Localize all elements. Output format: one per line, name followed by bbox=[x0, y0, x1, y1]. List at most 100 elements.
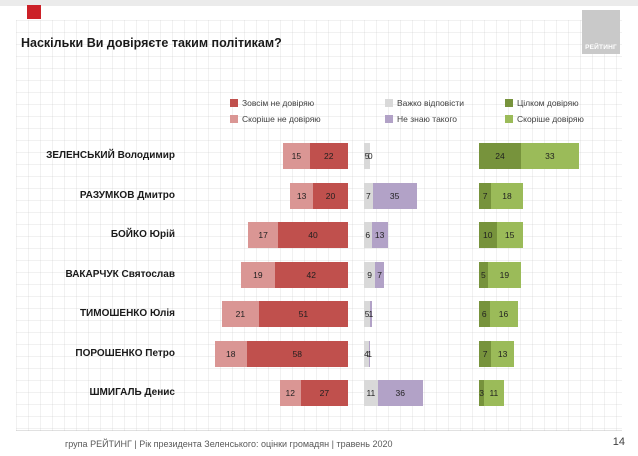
bar-segment: 35 bbox=[372, 182, 417, 209]
legend-label: Зовсім не довіряю bbox=[242, 98, 315, 108]
legend-item: Зовсім не довіряю bbox=[230, 98, 314, 108]
bar-stack: 11 36 bbox=[364, 380, 423, 406]
bar-segment: 15 bbox=[283, 143, 310, 169]
bar-value-label: 19 bbox=[253, 269, 263, 280]
bar-value-label: 42 bbox=[306, 269, 316, 280]
bar-value-label: 7 bbox=[482, 348, 488, 359]
bar-value-label: 13 bbox=[497, 348, 508, 359]
bar-value-label: 3 bbox=[479, 388, 484, 398]
legend-swatch-totally-distrust bbox=[230, 99, 238, 107]
bar-segment: 15 bbox=[496, 222, 523, 248]
bar-value-label: 18 bbox=[226, 348, 236, 359]
bar-stack: 5 19 bbox=[479, 261, 521, 288]
bar-value-label: 6 bbox=[365, 230, 371, 240]
legend-item: Скоріше не довіряю bbox=[230, 114, 321, 124]
bar-segment: 6 bbox=[364, 222, 372, 248]
legend-item: Скоріше довіряю bbox=[505, 114, 584, 124]
bar-stack: 7 35 bbox=[364, 182, 417, 209]
legend-swatch-rather-distrust bbox=[230, 115, 238, 123]
bar-stack: 6 16 bbox=[479, 301, 518, 327]
bar-segment: 7 bbox=[479, 182, 492, 209]
bar-segment: 9 bbox=[364, 261, 376, 288]
legend-label: Цілком довіряю bbox=[517, 98, 579, 108]
legend-item: Не знаю такого bbox=[385, 114, 457, 124]
bar-stack: 24 33 bbox=[479, 143, 579, 169]
legend-swatch-fully-trust bbox=[505, 99, 513, 107]
bar-segment: 11 bbox=[364, 380, 378, 406]
row-label: БОЙКО Юрій bbox=[110, 229, 175, 240]
bar-value-label: 4 bbox=[364, 348, 369, 359]
bar-stack: 13 20 bbox=[290, 182, 348, 209]
legend-label: Важко відповісти bbox=[397, 98, 464, 108]
bar-segment: 33 bbox=[521, 143, 579, 169]
footer-caption: група РЕЙТИНГ | Рік президента Зеленсько… bbox=[65, 439, 393, 449]
bar-stack: 6 13 bbox=[364, 222, 388, 248]
legend-label: Не знаю такого bbox=[397, 114, 457, 124]
bar-value-label: 7 bbox=[377, 269, 382, 280]
bar-value-label: 51 bbox=[298, 309, 309, 319]
bar-value-label: 33 bbox=[545, 151, 555, 161]
legend-item: Цілком довіряю bbox=[505, 98, 579, 108]
bar-segment: 18 bbox=[215, 340, 247, 367]
bar-value-label: 7 bbox=[366, 190, 371, 201]
bar-value-label: 5 bbox=[364, 309, 370, 319]
page-title: Наскільки Ви довіряєте таким політикам? bbox=[21, 36, 282, 50]
bar-value-label: 11 bbox=[489, 388, 499, 398]
bar-value-label: 27 bbox=[319, 388, 330, 398]
bar-segment: 11 bbox=[484, 380, 504, 406]
bar-segment: 7 bbox=[364, 182, 373, 209]
bar-value-label: 15 bbox=[291, 151, 302, 161]
bar-stack: 3 11 bbox=[479, 380, 504, 406]
row-label: РАЗУМКОВ Дмитро bbox=[79, 189, 175, 201]
bar-value-label: 6 bbox=[481, 309, 487, 319]
bar-stack: 10 15 bbox=[479, 222, 523, 248]
bar-segment: 13 bbox=[491, 340, 514, 367]
legend-label: Скоріше не довіряю bbox=[242, 114, 321, 124]
bar-segment: 17 bbox=[248, 222, 278, 248]
bar-segment: 5 bbox=[364, 301, 371, 327]
bar-value-label: 12 bbox=[285, 388, 295, 398]
bar-value-label: 11 bbox=[366, 388, 376, 398]
bar-value-label: 36 bbox=[395, 388, 405, 398]
bar-segment: 13 bbox=[290, 182, 313, 209]
top-strip bbox=[0, 0, 638, 6]
bar-segment: 1 bbox=[367, 340, 372, 367]
bar-segment: 19 bbox=[241, 261, 275, 288]
bar-segment: 12 bbox=[279, 380, 301, 406]
accent-square bbox=[27, 5, 41, 19]
rating-logo: РЕЙТИНГ bbox=[582, 10, 620, 54]
bar-segment: 4 bbox=[364, 340, 369, 367]
bar-segment: 19 bbox=[487, 261, 521, 288]
bar-value-label: 35 bbox=[389, 190, 400, 201]
bar-value-label: 1 bbox=[367, 348, 372, 359]
row-label: ПОРОШЕНКО Петро bbox=[75, 347, 175, 359]
row-label: ТИМОШЕНКО Юлія bbox=[79, 308, 175, 319]
legend-item: Важко відповісти bbox=[385, 98, 464, 108]
bar-stack: 17 40 bbox=[248, 222, 348, 248]
bar-value-label: 15 bbox=[504, 230, 515, 240]
bar-segment: 58 bbox=[246, 340, 348, 367]
bar-segment: 5 bbox=[364, 143, 371, 169]
bar-value-label: 40 bbox=[308, 230, 318, 240]
bar-value-label: 5 bbox=[481, 269, 486, 280]
bar-segment: 3 bbox=[479, 380, 485, 406]
bar-segment: 21 bbox=[222, 301, 259, 327]
bar-value-label: 24 bbox=[495, 151, 505, 161]
bar-segment: 5 bbox=[479, 261, 488, 288]
bar-value-label: 58 bbox=[292, 348, 302, 359]
rating-logo-text: РЕЙТИНГ bbox=[585, 44, 617, 51]
legend-label: Скоріше довіряю bbox=[517, 114, 584, 124]
bar-segment: 1 bbox=[369, 301, 373, 327]
bar-segment: 18 bbox=[491, 182, 523, 209]
bar-segment: 36 bbox=[377, 380, 423, 406]
bar-segment: 7 bbox=[375, 261, 384, 288]
bar-stack: 19 42 bbox=[241, 261, 348, 288]
bar-value-label: 18 bbox=[502, 190, 512, 201]
bar-stack: 7 18 bbox=[479, 182, 523, 209]
row-label: ШМИГАЛЬ Денис bbox=[89, 387, 176, 398]
legend-swatch-dont-know-person bbox=[385, 115, 393, 123]
